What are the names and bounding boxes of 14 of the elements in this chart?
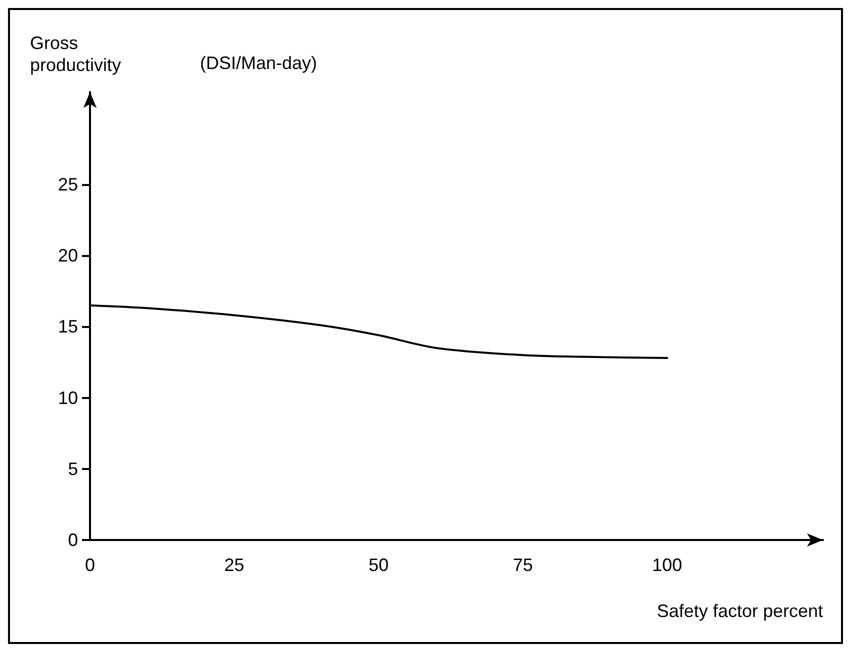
x-tick-label: 25 xyxy=(224,555,244,575)
y-tick-label: 15 xyxy=(58,316,78,337)
x-axis-title: Safety factor percent xyxy=(656,601,823,621)
x-tick-label: 100 xyxy=(652,555,682,575)
x-tick-label: 0 xyxy=(84,555,96,575)
y-tick-label: 0 xyxy=(68,530,78,550)
y-axis-title: Gross productivity xyxy=(30,33,122,75)
y-tick-label: 20 xyxy=(58,246,78,266)
y-tick-label: 25 xyxy=(58,174,78,194)
y-tick-label: 10 xyxy=(58,388,78,408)
x-tick-label: 75 xyxy=(512,555,533,575)
y-tick-label: 5 xyxy=(68,458,78,479)
text: (DSI/Man-day) xyxy=(200,53,318,73)
x-tick-label: 50 xyxy=(368,555,389,575)
